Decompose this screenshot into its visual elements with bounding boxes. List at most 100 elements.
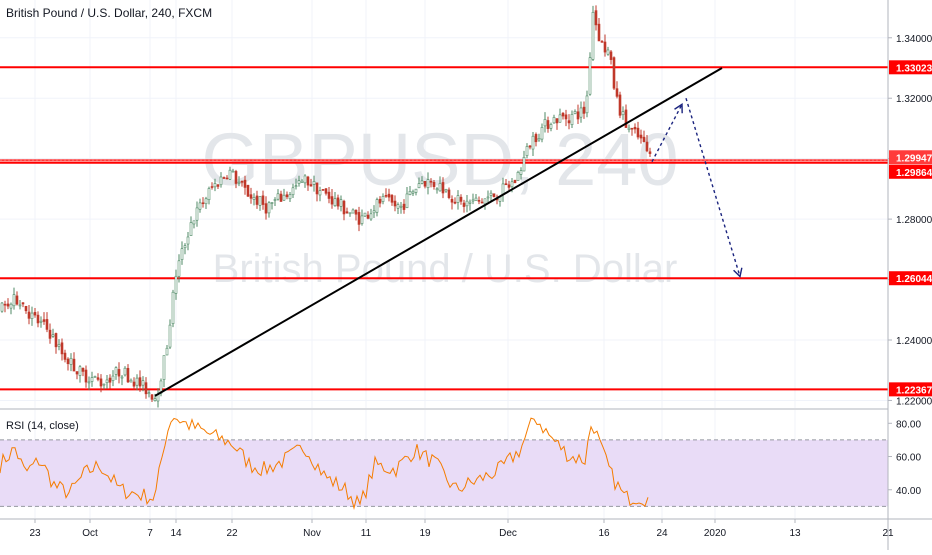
candle-body	[165, 347, 169, 356]
time-tick-label: 24	[656, 528, 668, 539]
candle-body	[270, 202, 274, 204]
rsi-tick-label: 40.00	[896, 486, 921, 497]
candle-body	[111, 375, 115, 381]
candle-body	[399, 205, 403, 208]
price-tick-label: 1.34000	[896, 34, 932, 45]
candle-body	[72, 358, 76, 372]
candle-body	[627, 127, 631, 130]
candle-body	[543, 119, 547, 127]
level-tag-label: 1.26044	[896, 274, 932, 285]
candle-body	[114, 367, 118, 375]
candle-body	[564, 114, 568, 120]
candle-body	[510, 181, 514, 188]
forecast-up-line	[651, 103, 683, 163]
level-tag-label: 1.22367	[896, 385, 932, 396]
candle-body	[168, 324, 172, 348]
candle-body	[570, 114, 574, 125]
candle-body	[48, 329, 52, 339]
candle-body	[0, 302, 4, 312]
time-tick-label: 7	[147, 528, 153, 539]
candle-body	[450, 198, 454, 203]
candle-body	[141, 380, 145, 386]
forecast-arrow	[651, 98, 743, 278]
candle-body	[648, 151, 652, 154]
candle-body	[489, 192, 493, 196]
candle-body	[369, 213, 373, 220]
candle-body	[423, 181, 427, 187]
candle-body	[465, 200, 469, 207]
candle-body	[120, 376, 124, 379]
candle-body	[102, 383, 106, 386]
candle-body	[12, 294, 16, 307]
candle-body	[36, 314, 40, 324]
candle-body	[135, 377, 139, 386]
level-tag	[889, 271, 932, 286]
candle-body	[129, 379, 133, 383]
candle-body	[210, 186, 214, 188]
candle-body	[582, 106, 586, 114]
candle-body	[21, 302, 25, 305]
candle-body	[501, 183, 505, 195]
candle-body	[234, 171, 238, 184]
candle-body	[351, 209, 355, 214]
candle-body	[471, 199, 475, 202]
candle-body	[276, 193, 280, 200]
candle-body	[534, 134, 538, 143]
candle-body	[297, 180, 301, 184]
candle-body	[9, 303, 13, 309]
candle-body	[93, 376, 97, 378]
candle-body	[486, 196, 490, 199]
candle-body	[645, 141, 649, 152]
level-tag	[889, 60, 932, 75]
candle-body	[429, 180, 433, 183]
level-tag-label: 1.29864	[896, 168, 932, 179]
candle-body	[90, 377, 94, 382]
candle-body	[18, 304, 22, 307]
candle-body	[57, 344, 61, 347]
candle-body	[216, 184, 220, 187]
candle-body	[279, 193, 283, 202]
candle-body	[300, 180, 304, 183]
candle-body	[546, 120, 550, 129]
time-tick-label: 19	[419, 528, 431, 539]
time-tick-label: 22	[226, 528, 238, 539]
candle-body	[180, 248, 184, 260]
candle-body	[24, 305, 28, 312]
time-tick-label: 11	[361, 528, 372, 539]
candle-body	[552, 117, 556, 124]
candle-body	[594, 10, 598, 26]
candle-body	[636, 127, 640, 138]
rsi-tick-label: 60.00	[896, 453, 921, 464]
candle-body	[492, 193, 496, 198]
rsi-tick-label: 80.00	[896, 419, 921, 430]
candle-body	[504, 183, 508, 185]
candle-body	[639, 134, 643, 139]
level-tag-label: 1.29947	[896, 153, 932, 164]
time-tick-label: 13	[789, 528, 801, 539]
candle-body	[336, 197, 340, 207]
candle-body	[258, 196, 262, 206]
candle-body	[66, 358, 70, 365]
candle-body	[312, 181, 316, 185]
candle-body	[267, 202, 271, 214]
candle-body	[609, 51, 613, 60]
candle-body	[354, 209, 358, 215]
candle-body	[468, 201, 472, 204]
rsi-panel	[0, 408, 932, 510]
candle-body	[561, 112, 565, 117]
candle-body	[630, 127, 634, 130]
candle-body	[162, 355, 166, 380]
candle-body	[519, 170, 523, 175]
candle-body	[288, 194, 292, 200]
candle-body	[45, 319, 49, 330]
candle-body	[171, 291, 175, 324]
candle-body	[600, 41, 604, 43]
price-tick-label: 1.32000	[896, 94, 932, 105]
candle-body	[60, 342, 64, 355]
candle-body	[84, 369, 88, 383]
candle-body	[186, 236, 190, 245]
candle-body	[78, 366, 82, 376]
time-tick-label: 23	[29, 528, 41, 539]
candle-body	[384, 195, 388, 197]
